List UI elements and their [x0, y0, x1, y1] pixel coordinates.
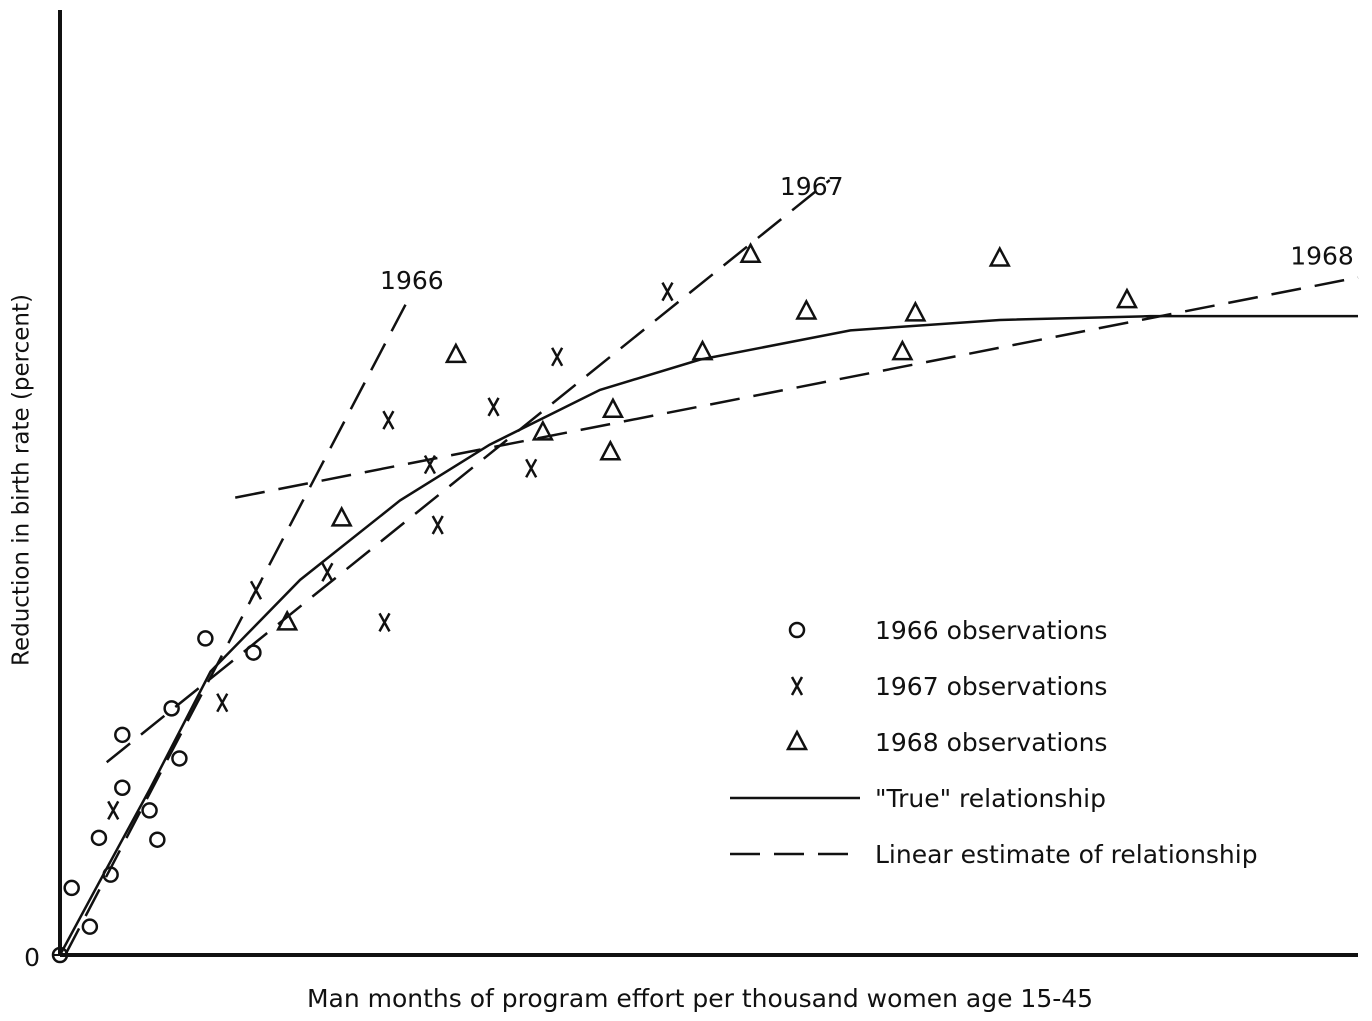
point	[487, 397, 500, 417]
y-axis-label: Reduction in birth rate (percent)	[9, 294, 35, 666]
point	[904, 300, 927, 322]
point	[63, 879, 80, 897]
point	[525, 458, 538, 478]
legend-label: 1966 observations	[875, 616, 1107, 645]
point	[216, 693, 229, 713]
true-curve	[58, 314, 1358, 956]
point	[444, 342, 467, 364]
point	[378, 612, 391, 632]
point	[141, 802, 158, 819]
point	[795, 298, 818, 320]
point	[891, 339, 914, 361]
point	[601, 397, 625, 418]
legend-label: 1967 observations	[875, 672, 1107, 701]
linear-estimate	[234, 276, 1359, 499]
point	[197, 630, 214, 647]
point	[431, 515, 444, 535]
point	[739, 242, 762, 264]
y-tick-label: 0	[24, 943, 40, 972]
point	[114, 779, 131, 796]
point	[51, 946, 69, 964]
point	[245, 644, 262, 661]
point	[382, 410, 395, 430]
point	[423, 454, 437, 475]
point	[81, 918, 99, 935]
line-label: 1967	[780, 172, 844, 201]
legend-label: 1968 observations	[875, 728, 1107, 757]
legend-marker	[785, 729, 809, 751]
point	[691, 339, 714, 361]
legend-marker	[788, 621, 806, 639]
point	[321, 562, 334, 582]
point	[1115, 287, 1139, 309]
linear-estimate	[105, 179, 831, 764]
point	[107, 800, 120, 821]
point	[149, 831, 166, 848]
line-label: 1966	[380, 266, 444, 295]
point	[102, 866, 119, 883]
point	[171, 750, 188, 767]
linear-estimate	[64, 299, 409, 956]
point	[276, 609, 299, 631]
point	[114, 726, 131, 744]
legend-label: Linear estimate of relationship	[875, 840, 1258, 869]
point	[551, 347, 564, 367]
point	[90, 829, 108, 847]
point	[988, 245, 1011, 267]
point	[249, 580, 263, 600]
point	[531, 419, 554, 441]
point	[330, 505, 353, 527]
legend-label: "True" relationship	[875, 784, 1106, 813]
legend-marker	[790, 676, 804, 696]
point	[163, 700, 180, 717]
line-label: 1968	[1290, 241, 1354, 270]
point	[599, 439, 622, 461]
point	[661, 282, 674, 302]
x-axis-label: Man months of program effort per thousan…	[307, 984, 1093, 1013]
